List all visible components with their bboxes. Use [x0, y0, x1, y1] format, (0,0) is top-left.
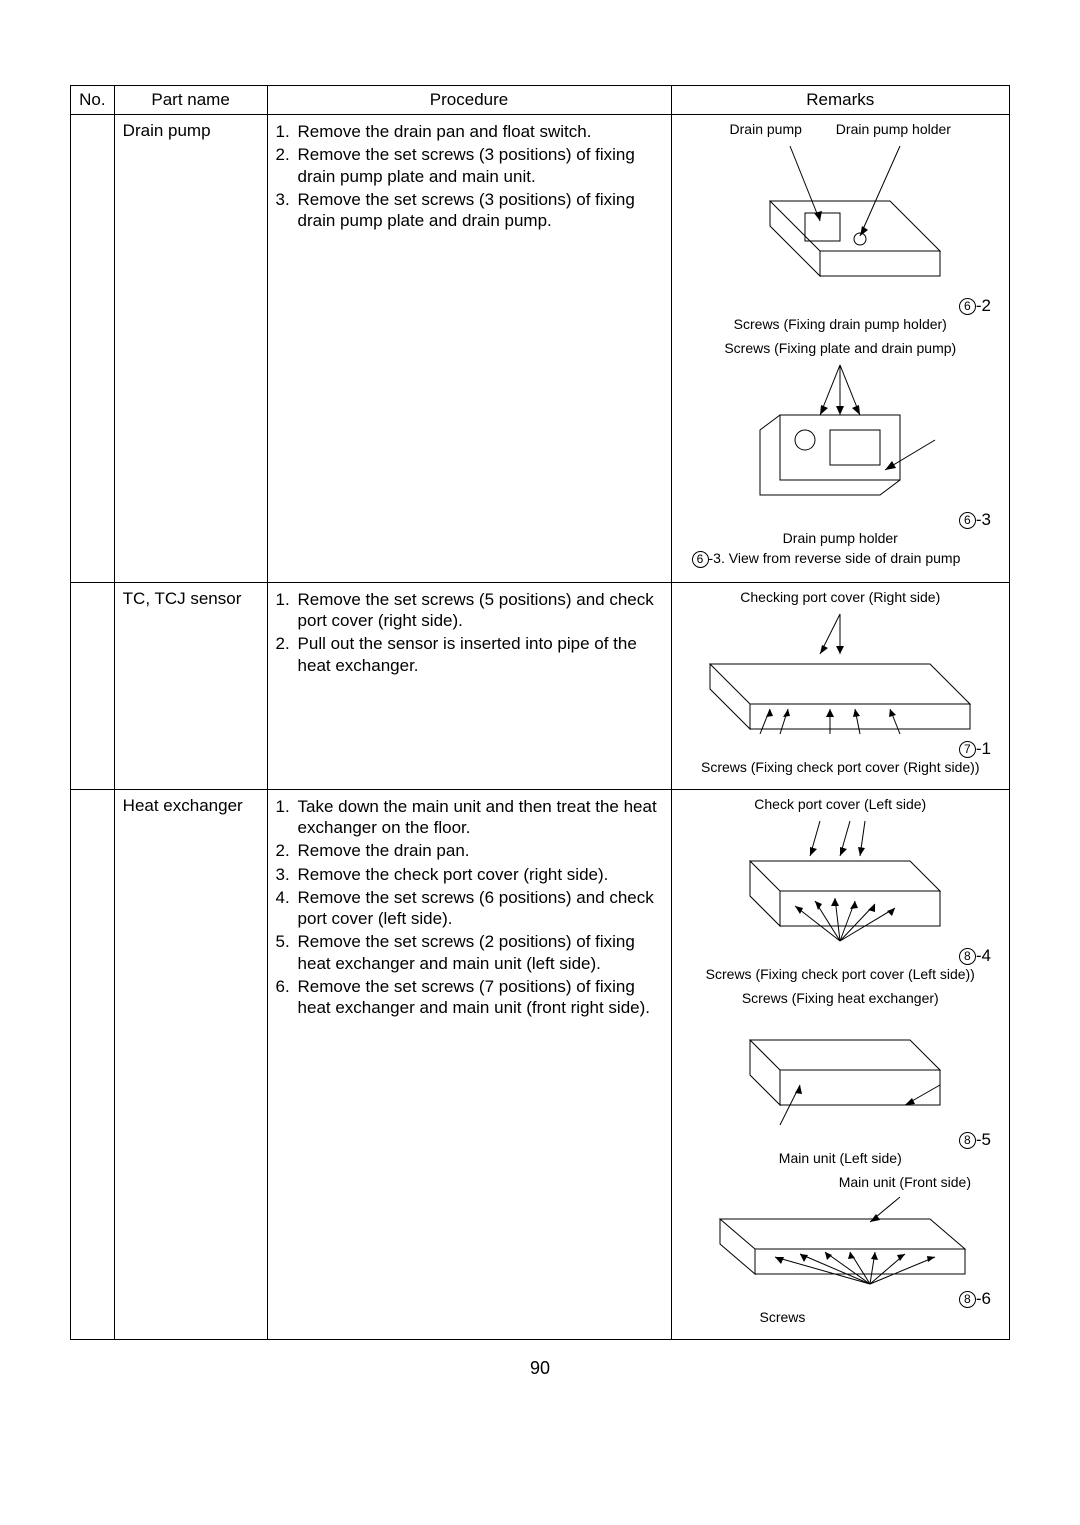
part-cell: Drain pump [114, 115, 267, 583]
proc-step: Remove the set screws (3 positions) of f… [298, 144, 663, 187]
col-proc-header: Procedure [267, 86, 671, 115]
diagram-8-4-icon [710, 816, 970, 946]
procedure-cell: 1.Remove the set screws (5 positions) an… [267, 582, 671, 789]
no-cell [71, 789, 115, 1339]
label-check-port-left: Check port cover (Left side) [680, 796, 1001, 812]
ref-suffix: -5 [976, 1130, 991, 1149]
label-drain-pump: Drain pump [730, 121, 802, 137]
header-row: No. Part name Procedure Remarks [71, 86, 1010, 115]
table-row: Drain pump 1.Remove the drain pan and fl… [71, 115, 1010, 583]
proc-step: Remove the check port cover (right side)… [298, 864, 663, 885]
col-part-header: Part name [114, 86, 267, 115]
procedure-cell: 1.Remove the drain pan and float switch.… [267, 115, 671, 583]
label-screws-heat: Screws (Fixing heat exchanger) [680, 990, 1001, 1006]
ref-suffix: -2 [976, 296, 991, 315]
ref-circle: 6 [959, 298, 976, 315]
no-cell [71, 582, 115, 789]
remarks-cell: Checking port cover (Right side) [671, 582, 1009, 789]
label-screws-left: Screws (Fixing check port cover (Left si… [680, 966, 1001, 982]
ref-suffix: -1 [976, 739, 991, 758]
ref-suffix: -4 [976, 946, 991, 965]
proc-step: Remove the set screws (3 positions) of f… [298, 189, 663, 232]
diagram-8-5-icon [710, 1010, 970, 1130]
ref-circle: 8 [959, 1132, 976, 1149]
ref-suffix: -6 [976, 1289, 991, 1308]
diagram-8-6-icon [700, 1194, 980, 1289]
ref-circle: 6 [692, 551, 709, 568]
view-caption: -3. View from reverse side of drain pump [709, 550, 961, 566]
label-main-left: Main unit (Left side) [680, 1150, 1001, 1166]
diagram-6-2-icon [710, 141, 970, 296]
label-check-port-right: Checking port cover (Right side) [680, 589, 1001, 605]
table-row: TC, TCJ sensor 1.Remove the set screws (… [71, 582, 1010, 789]
ref-circle: 6 [959, 512, 976, 529]
label-drain-pump-holder: Drain pump holder [836, 121, 951, 137]
label-drain-pump-holder2: Drain pump holder [680, 530, 1001, 546]
proc-step: Remove the drain pan and float switch. [298, 121, 663, 142]
col-rem-header: Remarks [671, 86, 1009, 115]
label-screws: Screws [680, 1309, 1001, 1325]
remarks-cell: Drain pump Drain pump holder [671, 115, 1009, 583]
no-cell [71, 115, 115, 583]
proc-step: Take down the main unit and then treat t… [298, 796, 663, 839]
procedure-table: No. Part name Procedure Remarks Drain pu… [70, 85, 1010, 1340]
diagram-6-3-icon [710, 360, 970, 510]
ref-suffix: -3 [976, 510, 991, 529]
proc-step: Pull out the sensor is inserted into pip… [298, 633, 663, 676]
table-row: Heat exchanger 1.Take down the main unit… [71, 789, 1010, 1339]
ref-circle: 8 [959, 1291, 976, 1308]
label-screws-holder: Screws (Fixing drain pump holder) [680, 316, 1001, 332]
remarks-cell: Check port cover (Left side) [671, 789, 1009, 1339]
proc-step: Remove the set screws (5 positions) and … [298, 589, 663, 632]
label-screws-right: Screws (Fixing check port cover (Right s… [680, 759, 1001, 775]
proc-step: Remove the set screws (6 positions) and … [298, 887, 663, 930]
ref-circle: 7 [959, 741, 976, 758]
page-number: 90 [70, 1358, 1010, 1379]
col-no-header: No. [71, 86, 115, 115]
proc-step: Remove the set screws (2 positions) of f… [298, 931, 663, 974]
ref-circle: 8 [959, 948, 976, 965]
label-screws-plate-pump: Screws (Fixing plate and drain pump) [680, 340, 1001, 356]
part-cell: TC, TCJ sensor [114, 582, 267, 789]
part-cell: Heat exchanger [114, 789, 267, 1339]
label-main-front: Main unit (Front side) [680, 1174, 1001, 1190]
proc-step: Remove the set screws (7 positions) of f… [298, 976, 663, 1019]
procedure-cell: 1.Take down the main unit and then treat… [267, 789, 671, 1339]
proc-step: Remove the drain pan. [298, 840, 663, 861]
diagram-7-1-icon [700, 609, 980, 739]
